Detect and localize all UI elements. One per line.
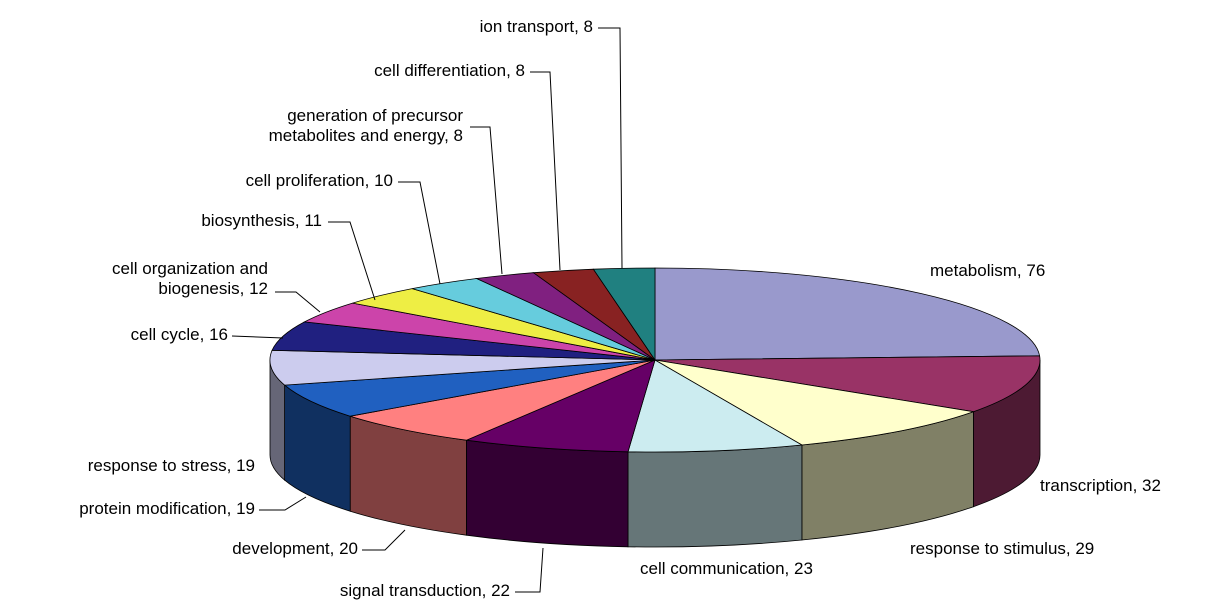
slice-label: response to stress, 19 [88,456,255,475]
slice [627,359,804,453]
slice-label: signal transduction, 22 [340,581,510,600]
slice [464,359,656,453]
slice-side [627,444,803,548]
slice [654,359,974,446]
slice [350,359,656,441]
leader-line [328,221,376,301]
slice-side [466,439,629,548]
slice-label: protein modification, 19 [79,499,255,518]
slice-label: cell cycle, 16 [131,325,228,344]
leader-line [470,126,503,275]
slice-label: cell organization and biogenesis, 12 [112,259,268,298]
slice-label: metabolism, 76 [930,261,1045,280]
slice-label: development, 20 [232,539,358,558]
slice [654,267,1041,361]
slice-label: generation of precursor metabolites and e… [269,106,464,145]
leader-line [515,547,544,593]
slice-label: response to stimulus, 29 [910,539,1094,558]
slice-label: cell proliferation, 10 [246,171,393,190]
leader-line [398,181,441,285]
slice [592,267,656,362]
slice-label: ion transport, 8 [480,17,593,36]
slice [283,359,656,417]
slice-label: transcription, 32 [1040,476,1161,495]
leader-line [530,71,561,271]
slice-label: cell differentiation, 8 [374,61,525,80]
leader-line [259,496,307,511]
slice-label: biosynthesis, 11 [201,211,322,230]
slice [269,349,656,386]
slice [654,355,1041,413]
leader-line [275,291,321,313]
slice-label: cell communication, 23 [640,559,813,578]
leader-line [362,529,406,551]
leader-line [231,335,284,339]
leader-line [598,27,623,269]
